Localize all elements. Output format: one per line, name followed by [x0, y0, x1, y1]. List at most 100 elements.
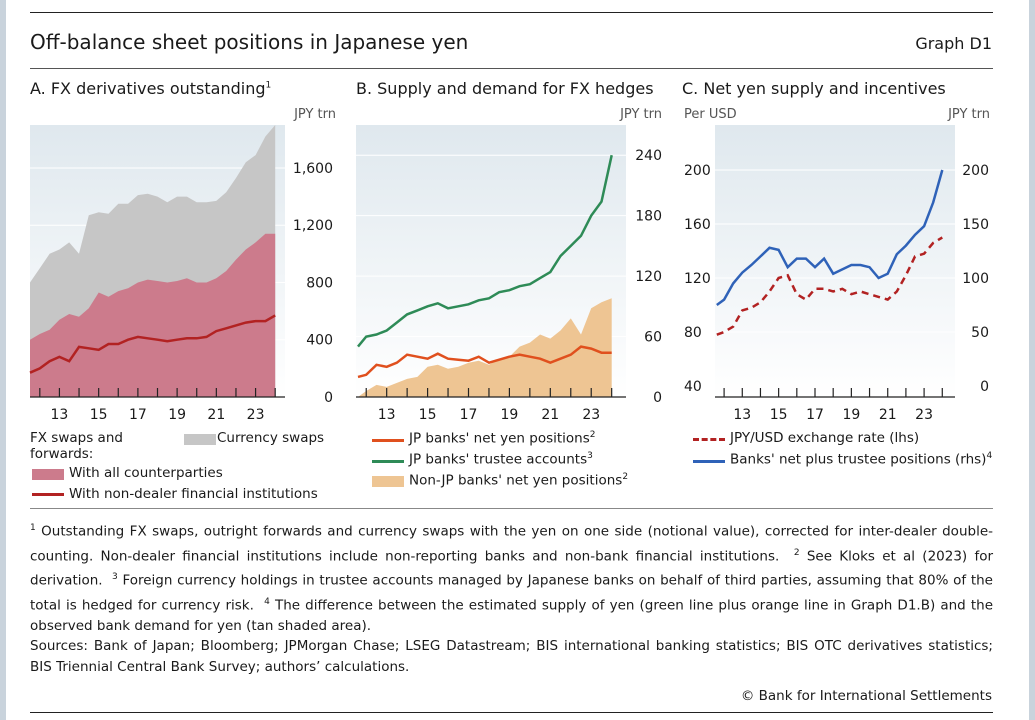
panel-b-x-label-15: 15 [419, 407, 437, 423]
panel-b-y-label-0: 0 [653, 390, 662, 406]
legend-fx-rate-swatch [693, 438, 725, 441]
panel-c-x-label-21: 21 [879, 407, 897, 423]
panel-c-y-right-label-150: 150 [962, 217, 989, 233]
panel-c-x-label-23: 23 [915, 407, 933, 423]
panel-b-x-label-23: 23 [582, 407, 600, 423]
panel-c-x-label-17: 17 [806, 407, 824, 423]
legend-all-counterparties-label: With all counterparties [69, 465, 223, 481]
panel-a-y-label-1200: 1,200 [293, 218, 333, 234]
panel-a-x-label-13: 13 [51, 407, 69, 423]
legend-net-yen: JP banks' net yen positions2 [409, 430, 596, 447]
panel-c-y-right-label-200: 200 [962, 163, 989, 179]
panel-a-x-label-17: 17 [129, 407, 147, 423]
panel-c-y-left-label-200: 200 [684, 163, 711, 179]
legend-non-jp-sup: 2 [622, 472, 629, 482]
legend-non-jp-swatch [372, 476, 404, 487]
copyright: © Bank for International Settlements [740, 688, 992, 704]
panel-c-x-label-13: 13 [733, 407, 751, 423]
legend-trustee-label: JP banks' trustee accounts [409, 451, 588, 468]
panel-b-y-label-60: 60 [644, 330, 662, 346]
panel-c-unit-right: JPY trn [948, 107, 990, 122]
panel-a-y-label-800: 800 [306, 275, 333, 291]
panel-a-non-dealer-line [29, 314, 276, 374]
legend-net-yen-sup: 2 [589, 430, 596, 440]
panel-b-x-label-17: 17 [460, 407, 478, 423]
panel-a-title-sup: 1 [265, 80, 272, 91]
legend-non-dealer-swatch [32, 493, 64, 496]
sources: Sources: Bank of Japan; Bloomberg; JPMor… [30, 638, 993, 675]
panel-a-title-text: A. FX derivatives outstanding [30, 79, 266, 98]
panel-b-x-label-19: 19 [500, 407, 518, 423]
legend-net-plus-sup: 4 [986, 451, 993, 461]
footnote-1-text: Outstanding FX swaps, outright forwards … [30, 523, 993, 565]
legend-currency-swaps-label: Currency swaps [217, 430, 325, 446]
panel-b-trustee-line [357, 154, 613, 348]
legend-currency-swaps-swatch [184, 434, 216, 445]
panel-b-non-jp-area [358, 298, 612, 397]
page-title: Off-balance sheet positions in Japanese … [30, 30, 469, 54]
footnote-2-text: See Kloks et al (2023) for derivation. [30, 548, 994, 589]
panel-c-title: C. Net yen supply and incentives [682, 79, 946, 98]
footnote-1-marker: 1 [30, 523, 36, 533]
legend-all-counterparties-swatch [32, 469, 64, 480]
panel-c-unit-left: Per USD [684, 107, 737, 122]
legend-net-yen-swatch [372, 439, 404, 442]
footnote-4-text: The difference between the estimated sup… [30, 597, 993, 634]
panel-b-y-label-120: 120 [635, 269, 662, 285]
panel-a-x-label-23: 23 [247, 407, 265, 423]
panel-a-x-label-19: 19 [168, 407, 186, 423]
right-edge-bar [1029, 0, 1035, 720]
panel-a-y-label-1600: 1,600 [293, 161, 333, 177]
legend-non-jp: Non-JP banks' net yen positions2 [409, 472, 628, 489]
footnote-2-marker: 2 [793, 547, 800, 558]
panel-a-unit: JPY trn [294, 107, 336, 122]
legend-net-yen-label: JP banks' net yen positions [409, 430, 590, 447]
panel-b-y-label-180: 180 [635, 209, 662, 225]
legend-trustee-sup: 3 [587, 451, 593, 461]
legend-net-plus-label: Banks' net plus trustee positions (rhs) [730, 451, 987, 468]
panel-c-plot-bg [715, 125, 955, 397]
footnotes: 1 Outstanding FX swaps, outright forward… [30, 518, 993, 637]
footnote-3-marker: 3 [112, 572, 118, 582]
footnote-rule [30, 508, 993, 509]
panel-c-y-right-label-50: 50 [971, 325, 989, 341]
panel-c-fx-rate-line [716, 236, 943, 336]
panel-c-y-right-label-100: 100 [962, 271, 989, 287]
panel-c-y-left-label-80: 80 [684, 325, 702, 341]
panel-c-y-right-label-0: 0 [980, 379, 989, 395]
panel-c-net-plus-line [716, 169, 944, 307]
legend-net-plus: Banks' net plus trustee positions (rhs)4 [730, 451, 992, 468]
legend-trustee-swatch [372, 460, 404, 463]
panel-a-x-label-21: 21 [207, 407, 225, 423]
legend-a-group-label-1: FX swaps and [30, 430, 123, 446]
panel-a-title: A. FX derivatives outstanding1 [30, 79, 271, 98]
panel-c-y-left-label-40: 40 [684, 379, 702, 395]
footnote-4-marker: 4 [264, 596, 270, 607]
panel-b-unit: JPY trn [620, 107, 662, 122]
header-rule [30, 68, 993, 69]
panel-c-x-label-19: 19 [842, 407, 860, 423]
legend-a-group-label-2: forwards: [30, 446, 94, 462]
panel-b-net-yen-line [357, 345, 612, 379]
panel-b-y-label-240: 240 [635, 148, 662, 164]
legend-fx-rate-label: JPY/USD exchange rate (lhs) [730, 430, 920, 446]
left-edge-bar [0, 0, 6, 720]
panel-a-y-label-400: 400 [306, 333, 333, 349]
panel-a-x-label-15: 15 [90, 407, 108, 423]
panel-a-y-label-0: 0 [324, 390, 333, 406]
panel-b-x-label-21: 21 [541, 407, 559, 423]
panel-c-x-label-15: 15 [770, 407, 788, 423]
panel-b-x-label-13: 13 [378, 407, 396, 423]
legend-non-jp-label: Non-JP banks' net yen positions [409, 472, 623, 489]
legend-non-dealer-label: With non-dealer financial institutions [69, 486, 318, 502]
legend-trustee: JP banks' trustee accounts3 [409, 451, 593, 468]
panel-c-y-left-label-160: 160 [684, 217, 711, 233]
legend-net-plus-swatch [693, 460, 725, 463]
panel-b-title: B. Supply and demand for FX hedges [356, 79, 654, 98]
bottom-rule [30, 712, 993, 713]
panel-c-y-left-label-120: 120 [684, 271, 711, 287]
top-rule [30, 12, 993, 13]
footnote-3-text: Foreign currency holdings in trustee acc… [30, 572, 993, 614]
panel-a-all-counterparties-area [30, 233, 276, 397]
